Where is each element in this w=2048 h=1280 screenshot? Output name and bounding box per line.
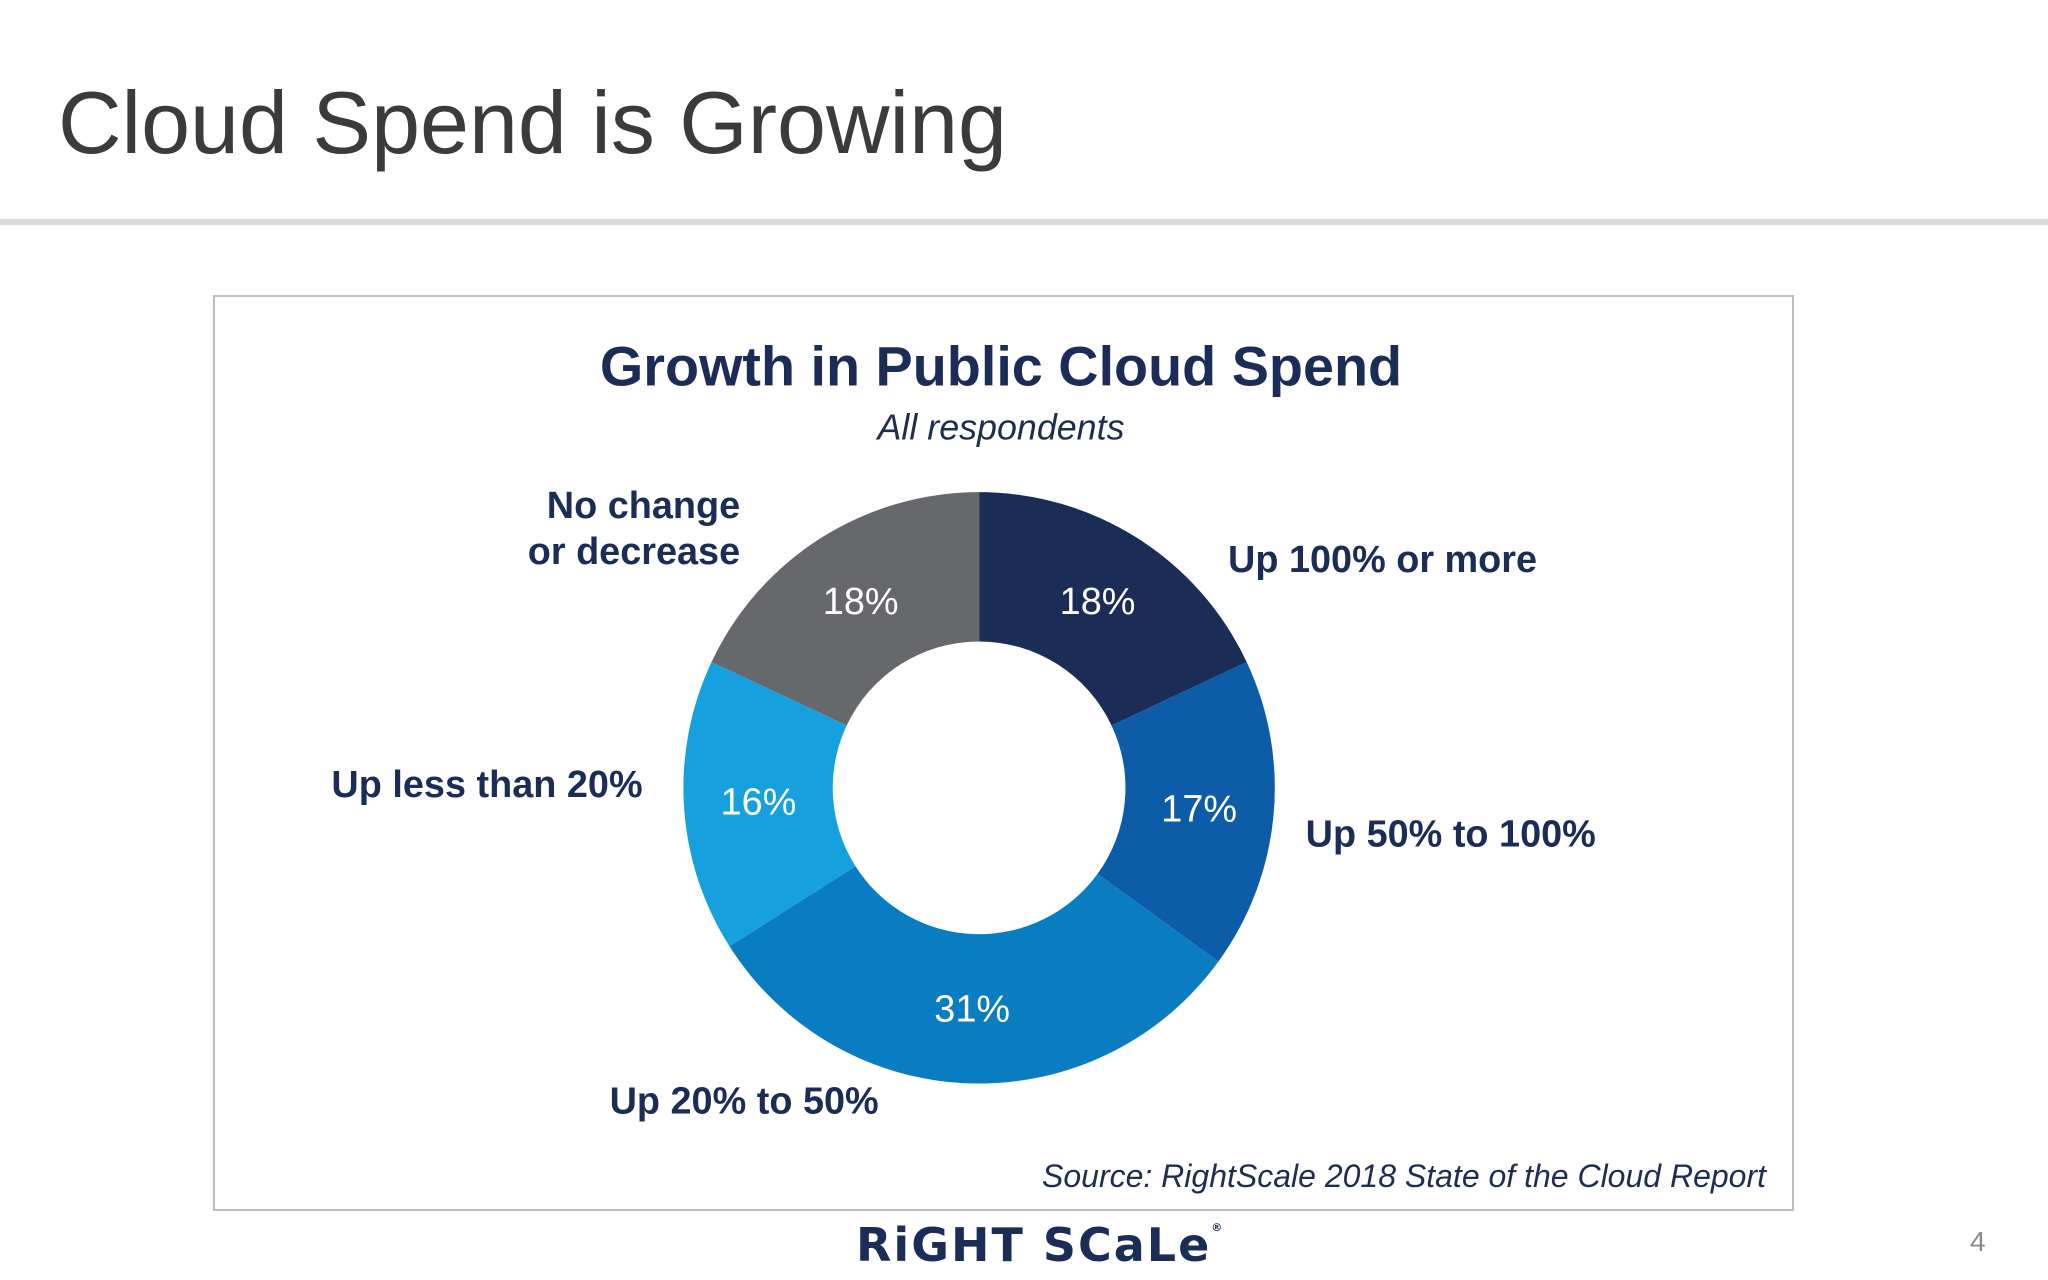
category-label-no-change-or-decrease: No change or decrease — [528, 485, 740, 573]
slice-up-50-to-100 — [1097, 661, 1275, 962]
value-label-up-50-to-100: 17% — [1161, 789, 1237, 831]
slice-up-less-than-20 — [683, 661, 856, 947]
value-label-no-change-or-decrease: 18% — [823, 581, 899, 623]
category-label-up-less-than-20: Up less than 20% — [331, 764, 642, 806]
page-number: 4 — [1970, 1226, 1986, 1257]
category-label-up-100-or-more: Up 100% or more — [1228, 539, 1537, 581]
slice-up-20-to-50 — [729, 866, 1219, 1084]
category-label-up-20-to-50: Up 20% to 50% — [610, 1080, 879, 1122]
slice-up-100-or-more — [979, 492, 1247, 726]
value-label-up-100-or-more: 18% — [1060, 581, 1136, 623]
donut-chart: Growth in Public Cloud Spend All respond… — [331, 336, 1595, 1123]
title-divider — [0, 219, 2048, 225]
labels-layer: 18% Up 100% or more 17% Up 50% to 100% 31% Up… — [331, 485, 1595, 1122]
slices-layer — [683, 492, 1275, 1084]
slice-no-change-or-decrease — [711, 492, 980, 726]
chart-title: Growth in Public Cloud Spend — [600, 336, 1402, 398]
category-label-up-50-to-100: Up 50% to 100% — [1306, 814, 1596, 856]
chart-subtitle: All respondents — [876, 407, 1125, 447]
chart-frame: Growth in Public Cloud Spend All respond… — [213, 295, 1794, 1211]
slide-title: Cloud Spend is Growing — [58, 73, 1007, 172]
value-label-up-20-to-50: 31% — [934, 989, 1010, 1031]
logo-text: RiGHT SCaLe — [856, 1218, 1212, 1272]
value-label-up-less-than-20: 16% — [721, 782, 797, 824]
source-note: Source: RightScale 2018 State of the Clo… — [1042, 1158, 1766, 1194]
rightscale-logo: RiGHT SCaLe® — [856, 1222, 1222, 1268]
registered-mark: ® — [1211, 1221, 1223, 1234]
